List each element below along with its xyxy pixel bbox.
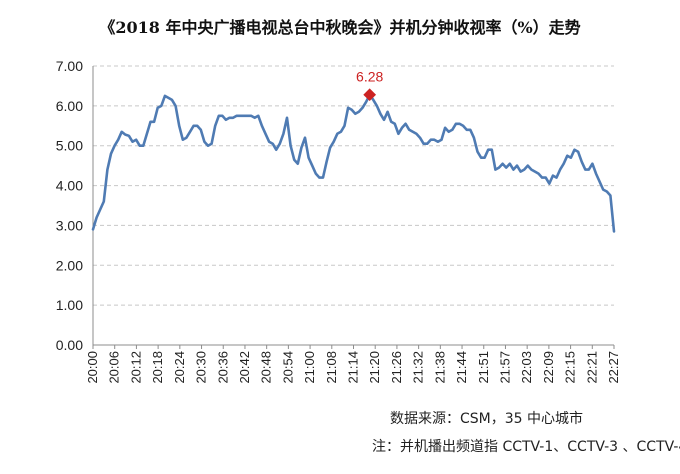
y-tick-label: 2.00: [56, 257, 83, 273]
x-tick-label: 21:08: [324, 351, 339, 384]
x-tick-label: 21:44: [454, 351, 469, 384]
y-tick-label: 6.00: [56, 98, 83, 114]
x-tick-label: 20:24: [172, 351, 187, 384]
y-tick-label: 0.00: [56, 337, 83, 353]
x-tick-label: 22:03: [519, 351, 534, 384]
series-layer: [91, 93, 616, 233]
x-tick-label: 22:21: [584, 351, 599, 384]
x-tick-label: 21:32: [411, 351, 426, 384]
series-line: [91, 93, 616, 233]
y-tick-label: 7.00: [56, 58, 83, 74]
x-tick-label: 20:18: [150, 351, 165, 384]
x-tick-label: 22:27: [606, 351, 621, 384]
x-tick-label: 21:20: [367, 351, 382, 384]
y-tick-label: 1.00: [56, 297, 83, 313]
x-tick-label: 20:48: [259, 351, 274, 384]
x-tick-label: 21:26: [389, 351, 404, 384]
x-axis-tick-labels: 20:00 20:06 20:12 20:18 20:24 20:30 20:36 20:42…: [85, 351, 621, 384]
x-tick-label: 20:00: [85, 351, 100, 384]
peak-label: 6.28: [356, 69, 383, 85]
x-tick-label: 21:57: [497, 351, 512, 384]
x-tick-label: 22:15: [563, 351, 578, 384]
data-source-note: 数据来源：CSM，35 中心城市: [390, 411, 584, 427]
x-tick-label: 20:12: [128, 351, 143, 384]
x-tick-label: 20:30: [194, 351, 209, 384]
peak-annotation: 6.28: [356, 69, 384, 102]
x-tick-label: 21:38: [432, 351, 447, 384]
x-tick-label: 20:54: [280, 351, 295, 384]
y-tick-label: 3.00: [56, 217, 83, 233]
axes: [92, 66, 615, 349]
x-tick-label: 20:42: [237, 351, 252, 384]
x-tick-label: 22:09: [541, 351, 556, 384]
peak-marker: [363, 88, 377, 102]
x-tick-label: 20:06: [107, 351, 122, 384]
x-tick-label: 21:00: [302, 351, 317, 384]
x-tick-label: 21:51: [476, 351, 491, 384]
y-tick-label: 5.00: [56, 138, 83, 154]
chart-title: 《2018 年中央广播电视总台中秋晚会》并机分钟收视率（%）走势: [99, 18, 581, 37]
channels-note: 注：并机播出频道指 CCTV-1、CCTV-3 、CCTV-4: [372, 439, 680, 455]
x-tick-label: 21:14: [346, 351, 361, 384]
y-axis-tick-labels: 0.00 1.00 2.00 3.00 4.00 5.00 6.00 7.00: [56, 58, 83, 353]
gridlines: [93, 65, 614, 306]
y-tick-label: 4.00: [56, 178, 83, 194]
x-tick-label: 20:36: [215, 351, 230, 384]
